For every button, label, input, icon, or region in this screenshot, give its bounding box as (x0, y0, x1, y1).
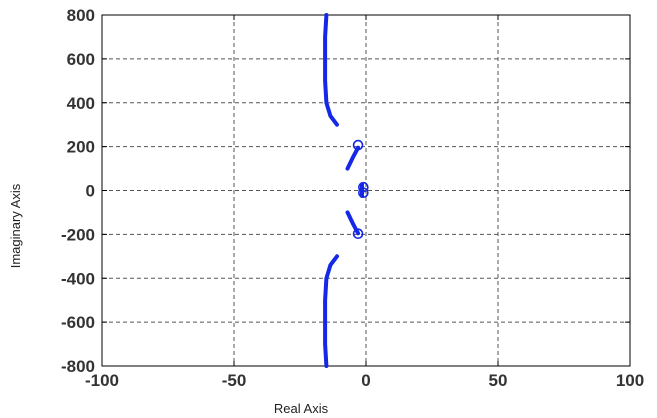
locus-branch-3 (345, 145, 361, 171)
y-tick-label: -400 (61, 269, 95, 288)
x-tick-labels: -100 -50 0 50 100 (85, 371, 644, 390)
y-tick-label: 200 (67, 138, 95, 157)
x-tick-label: 100 (616, 371, 644, 390)
zero-marker (358, 181, 369, 193)
x-tick-label: -50 (222, 371, 247, 390)
plot-frame (101, 14, 631, 367)
y-tick-label: 400 (67, 94, 95, 113)
zero-marker (352, 139, 364, 151)
zero-marker (358, 187, 369, 198)
y-tick-label: -800 (61, 357, 95, 376)
locus-branches (323, 13, 364, 368)
y-tick-label: 800 (67, 6, 95, 25)
y-tick-label: 0 (86, 182, 95, 201)
x-axis-label: Real Axis (274, 401, 329, 416)
x-tick-label: 0 (361, 371, 370, 390)
x-tick-label: 50 (489, 371, 508, 390)
zero-marker (352, 228, 364, 240)
y-axis-label: Imaginary Axis (8, 183, 23, 268)
locus-branch-2 (323, 254, 339, 368)
y-tick-labels: 800 600 400 200 0 -200 -400 -600 -800 (61, 6, 95, 376)
y-tick-label: -600 (61, 313, 95, 332)
y-tick-label: 600 (67, 50, 95, 69)
x-tick-label: -100 (85, 371, 119, 390)
locus-branch-1 (323, 13, 339, 127)
zero-markers (352, 139, 369, 240)
y-tick-label: -200 (61, 225, 95, 244)
